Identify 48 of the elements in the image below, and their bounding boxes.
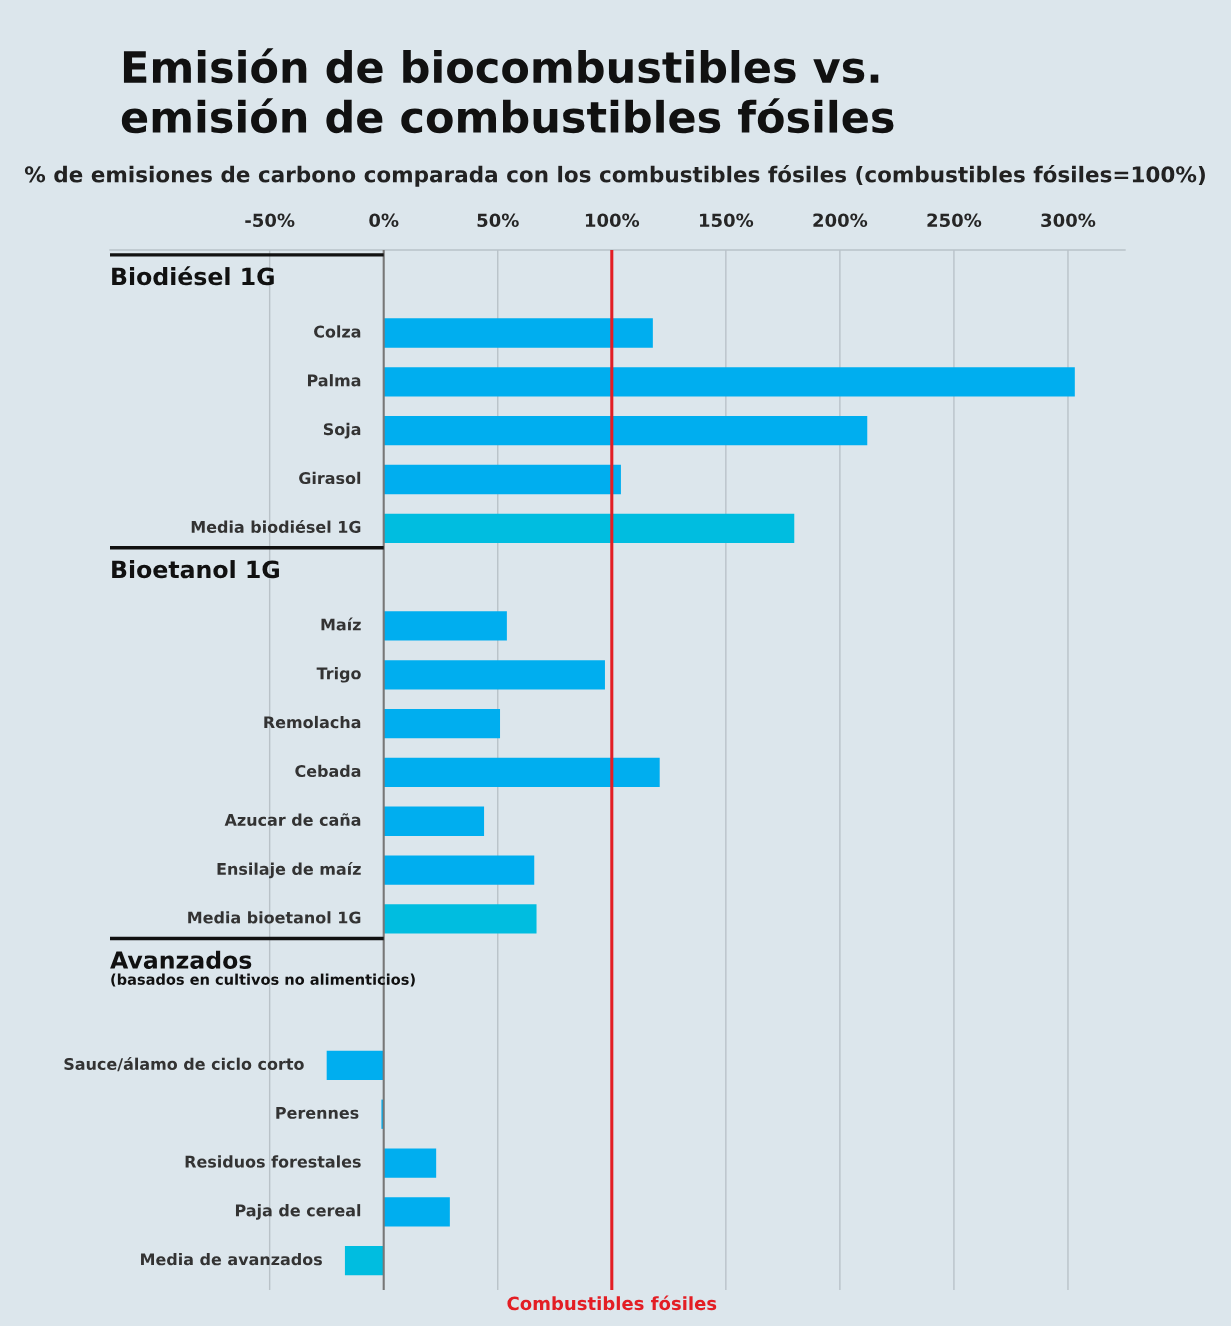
bar [383,904,537,934]
bar [383,855,535,885]
bar [383,318,653,348]
annotation: (basados en cultivos no alimenticios) [111,973,415,987]
y-tick-label: Trigo [316,667,361,683]
y-tick-label: Girasol [299,471,361,485]
bar [383,416,868,446]
bar [383,513,795,543]
y-tick-label: Palma [307,374,361,387]
x-tick-label: 100% [585,213,640,228]
annotation: Biodiésel 1G [112,266,274,286]
x-tick-label: 50% [477,213,519,228]
bar [383,367,1075,397]
x-tick-label: 250% [927,213,982,228]
bar [383,1148,437,1178]
y-tick-label: Paja de cereal [235,1204,361,1220]
chart-subtitle: % de emisiones de carbono comparada con los combustibles fósiles (combustibles fósiles=100%) [24,165,1205,187]
bar [383,708,501,739]
bar [326,1050,384,1081]
bar [344,1246,384,1276]
annotation: Bioetanol 1G [112,560,279,579]
y-tick-label: Azucar de caña [224,813,361,826]
x-tick-label: 0% [369,213,399,228]
annotation: Avanzados [110,950,252,969]
y-tick-label: Perennes [276,1106,359,1119]
x-tick-label: 150% [699,213,754,228]
ref-line-label: Combustibles fósiles [507,1295,717,1311]
y-tick-label: Ensilaje de maíz [217,861,361,879]
bar [383,757,660,788]
chart-title: Emisión de biocombustibles vs. emisión de combustibles fósiles [121,48,894,134]
y-tick-label: Maíz [321,617,361,631]
y-tick-label: Soja [323,422,361,439]
bar [383,464,621,495]
bar [383,660,605,690]
y-tick-label: Sauce/álamo de ciclo corto [64,1057,304,1072]
y-tick-label: Residuos forestales [185,1155,361,1168]
x-tick-label: -50% [245,213,295,228]
x-tick-label: 200% [813,213,868,228]
bar [383,806,485,836]
y-tick-label: Cebada [295,764,361,778]
y-tick-label: Media de avanzados [141,1252,322,1266]
x-tick-label: 300% [1041,213,1096,228]
y-tick-label: Colza [314,325,361,338]
y-tick-label: Media biodiésel 1G [191,519,361,533]
bar [383,1197,450,1227]
y-tick-label: Media bioetanol 1G [188,911,361,924]
bar [383,611,507,641]
y-tick-label: Remolacha [264,715,361,729]
